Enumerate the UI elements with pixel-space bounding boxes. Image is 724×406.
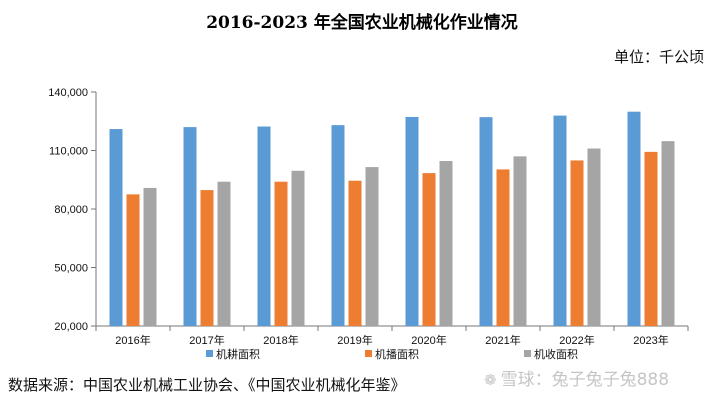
bar-2-4 [348, 180, 362, 326]
unit-label: 单位：千公顷 [613, 48, 704, 66]
bar-2-8 [644, 151, 658, 326]
bar-1-8 [627, 111, 641, 326]
bar-3-2 [217, 181, 231, 326]
bar-3-6 [513, 156, 527, 326]
x-tick-label: 2019年 [337, 333, 372, 347]
y-tick-label: 140,000 [48, 87, 88, 99]
legend-swatch-2 [365, 350, 372, 357]
y-tick-label: 80,000 [54, 204, 88, 216]
bar-1-7 [553, 115, 567, 326]
watermark-text: 雪球：兔子兔子兔888 [500, 370, 670, 390]
chart-axes: 20,000 50,000 80,000 110,000 140,000 2016年 201… [48, 87, 689, 347]
bar-3-3 [291, 170, 305, 326]
bar-1-5 [405, 116, 419, 327]
y-tick-label: 20,000 [54, 321, 88, 333]
bar-3-5 [439, 161, 453, 326]
bar-1-3 [257, 126, 271, 326]
legend-swatch-1 [206, 350, 213, 357]
bar-chart: 20,000 50,000 80,000 110,000 140,000 2016年 201… [48, 87, 689, 361]
chart-title: 2016-2023 年全国农业机械化作业情况 [206, 13, 518, 33]
bar-2-3 [274, 181, 288, 326]
x-tick-label: 2017年 [189, 333, 224, 347]
bar-1-6 [479, 117, 493, 326]
source-note: 数据来源：中国农业机械工业协会、《中国农业机械化年鉴》 [8, 376, 406, 394]
bar-3-1 [143, 187, 157, 326]
bar-2-6 [496, 169, 510, 326]
x-tick-label: 2018年 [263, 333, 298, 347]
wechat-icon: ❁ [484, 371, 497, 389]
legend-swatch-3 [524, 350, 531, 357]
bar-3-8 [661, 141, 675, 326]
chart-bars [109, 111, 675, 327]
legend-label-3: 机收面积 [534, 347, 578, 361]
legend-label-1: 机耕面积 [216, 347, 260, 361]
legend-label-2: 机播面积 [375, 347, 419, 361]
x-tick-label: 2020年 [411, 333, 446, 347]
y-tick-label: 110,000 [49, 146, 88, 158]
chart-legend: 机耕面积 机播面积 机收面积 [206, 347, 578, 361]
bar-2-1 [126, 194, 140, 326]
bar-1-1 [109, 129, 123, 326]
bar-3-4 [365, 167, 379, 326]
bar-1-2 [183, 127, 197, 326]
x-tick-label: 2023年 [633, 333, 668, 347]
x-tick-label: 2016年 [115, 333, 150, 347]
x-tick-label: 2021年 [485, 333, 520, 347]
bar-3-7 [587, 148, 601, 326]
bar-2-5 [422, 173, 436, 326]
bar-2-7 [570, 160, 584, 326]
y-tick-label: 50,000 [54, 263, 88, 275]
bar-2-2 [200, 190, 214, 326]
x-tick-label: 2022年 [559, 333, 594, 347]
watermark: ❁ 雪球：兔子兔子兔888 [484, 365, 669, 390]
bar-1-4 [331, 125, 345, 327]
